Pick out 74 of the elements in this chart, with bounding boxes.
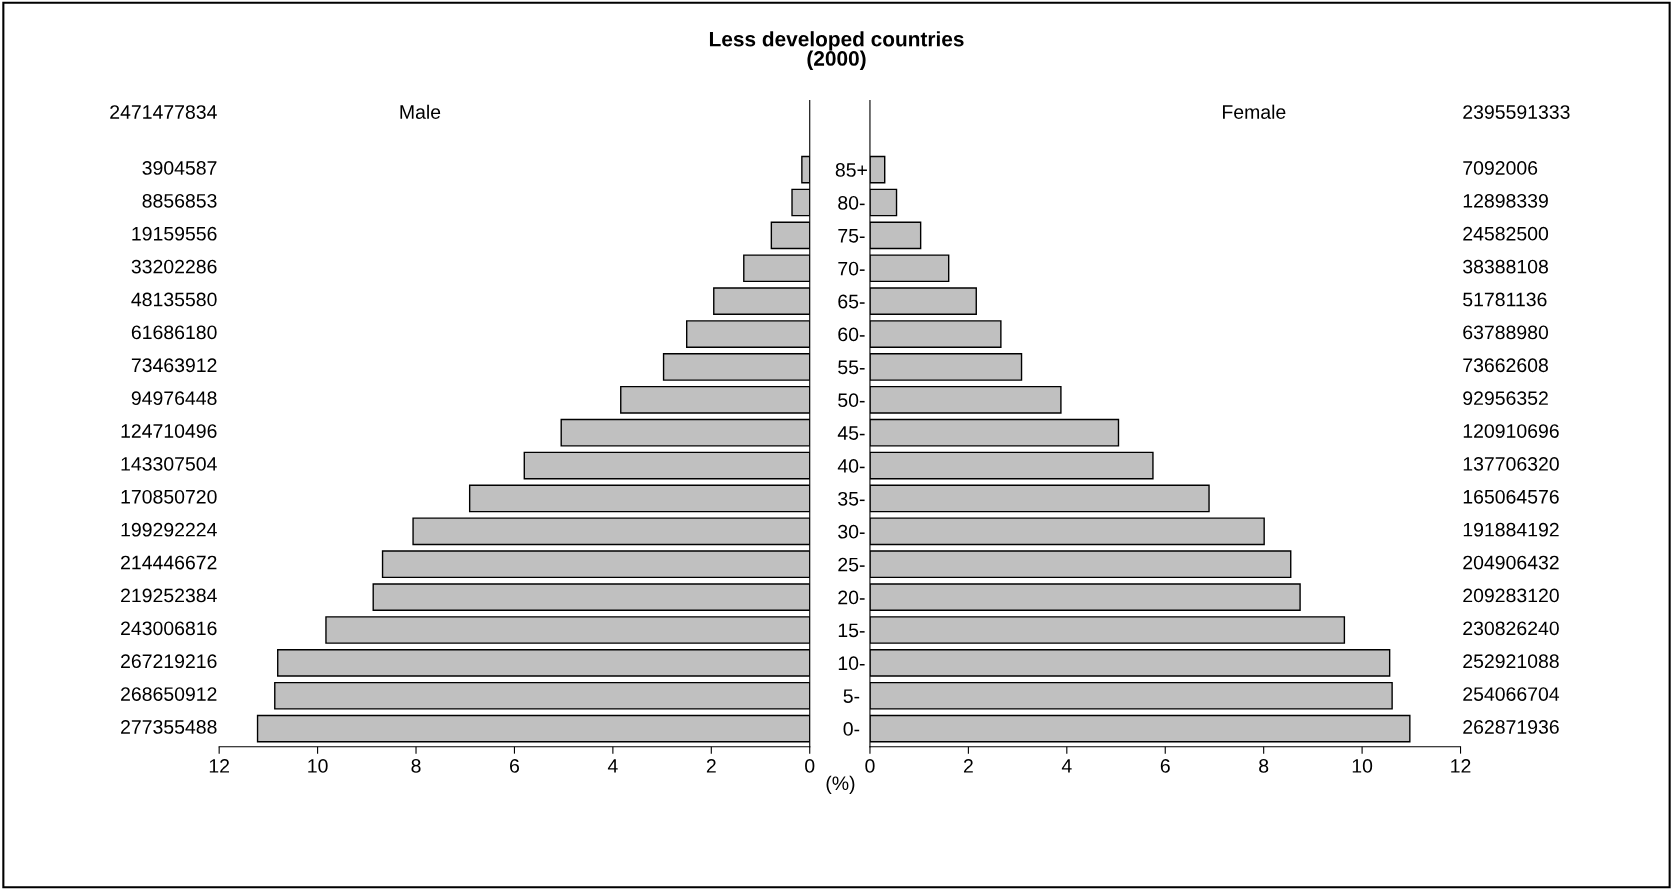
text: 262871936 xyxy=(1463,720,1559,734)
y-tick-label: 50- xyxy=(838,393,865,408)
text: 204906432 xyxy=(1463,555,1559,570)
x-tick-label: 4 xyxy=(1061,759,1072,773)
text: 199292224 xyxy=(121,522,217,537)
text: 120910696 xyxy=(1463,424,1559,438)
text: 94976448 xyxy=(131,391,217,406)
x-tick-label: 10 xyxy=(308,759,328,773)
text: 38388108 xyxy=(1463,259,1548,274)
text: 191884192 xyxy=(1463,522,1559,537)
y-tick-label: 5- xyxy=(843,689,860,703)
text: 73662608 xyxy=(1463,358,1548,373)
text: 2395591333 xyxy=(1463,105,1570,119)
y-tick-label: 25- xyxy=(838,557,865,572)
y-tick-label: 80- xyxy=(838,195,865,210)
y-tick-label: 65- xyxy=(838,294,865,309)
text: 124710496 xyxy=(121,424,217,438)
y-tick-label: 85+ xyxy=(835,163,867,177)
y-tick-label: 45- xyxy=(837,426,865,440)
text: 252921088 xyxy=(1463,654,1559,669)
text: (%) xyxy=(826,775,855,794)
x-tick-label: 2 xyxy=(963,759,973,773)
text: 7092006 xyxy=(1463,161,1538,175)
y-tick-label: 35- xyxy=(838,491,865,506)
x-tick-label: 12 xyxy=(1451,759,1471,773)
text: 277355488 xyxy=(121,720,217,734)
text: 61686180 xyxy=(131,325,217,340)
y-tick-label: 70- xyxy=(838,261,865,276)
text: 143307504 xyxy=(121,457,217,471)
text: 63788980 xyxy=(1463,325,1549,340)
text: 219252384 xyxy=(121,588,217,603)
y-tick-label: 40- xyxy=(837,459,865,473)
chart-title: Less developed countries (2000) xyxy=(709,31,964,70)
text: Male xyxy=(400,104,441,119)
text: 19159556 xyxy=(132,226,217,241)
text: Female xyxy=(1223,104,1286,119)
text: 48135580 xyxy=(131,292,217,307)
y-tick-label: 15- xyxy=(838,623,865,638)
x-tick-label: 4 xyxy=(607,759,618,773)
x-tick-label: 10 xyxy=(1352,759,1373,773)
text: 51781136 xyxy=(1463,292,1547,307)
y-tick-label: 10- xyxy=(838,656,865,671)
text: 254066704 xyxy=(1463,687,1560,701)
text: 137706320 xyxy=(1463,457,1559,471)
y-tick-label: 0- xyxy=(843,722,860,736)
x-tick-label: 0 xyxy=(805,759,815,773)
x-tick-label: 0 xyxy=(865,759,875,773)
y-tick-label: 60- xyxy=(838,327,865,342)
y-tick-label: 55- xyxy=(838,360,865,375)
x-tick-label: 2 xyxy=(706,759,716,773)
x-tick-label: 8 xyxy=(1259,759,1269,773)
text: 2471477834 xyxy=(110,105,217,119)
text: 230826240 xyxy=(1463,621,1559,636)
x-tick-label: 12 xyxy=(209,759,229,773)
y-tick-label: 75- xyxy=(838,229,865,243)
y-tick-label: 30- xyxy=(838,524,865,539)
text: 209283120 xyxy=(1463,588,1559,603)
text: 3904587 xyxy=(142,161,217,175)
text: 73463912 xyxy=(131,358,217,373)
text: 92956352 xyxy=(1463,391,1548,406)
x-tick-label: 6 xyxy=(1160,759,1170,773)
text: 165064576 xyxy=(1463,489,1559,504)
x-tick-label: 8 xyxy=(411,759,421,773)
text: 8856853 xyxy=(142,193,217,208)
text: 267219216 xyxy=(121,654,217,669)
text: 170850720 xyxy=(121,489,217,504)
text: 33202286 xyxy=(131,259,217,274)
y-tick-label: 20- xyxy=(838,590,865,605)
text: 214446672 xyxy=(121,555,217,570)
text: 268650912 xyxy=(121,687,217,701)
text: 24582500 xyxy=(1463,226,1549,241)
text: 12898339 xyxy=(1463,193,1548,208)
x-tick-label: 6 xyxy=(510,759,519,773)
text: 243006816 xyxy=(121,621,217,636)
